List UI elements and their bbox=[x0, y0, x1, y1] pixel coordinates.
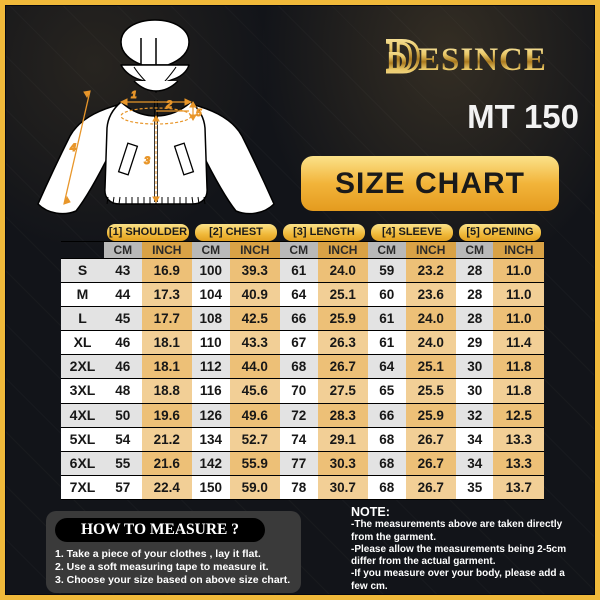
svg-text:5: 5 bbox=[196, 108, 202, 119]
svg-text:D: D bbox=[387, 46, 407, 77]
svg-text:3: 3 bbox=[144, 155, 150, 167]
svg-text:4: 4 bbox=[69, 142, 76, 154]
svg-text:ESINCE: ESINCE bbox=[418, 42, 547, 78]
svg-text:1: 1 bbox=[131, 90, 137, 101]
